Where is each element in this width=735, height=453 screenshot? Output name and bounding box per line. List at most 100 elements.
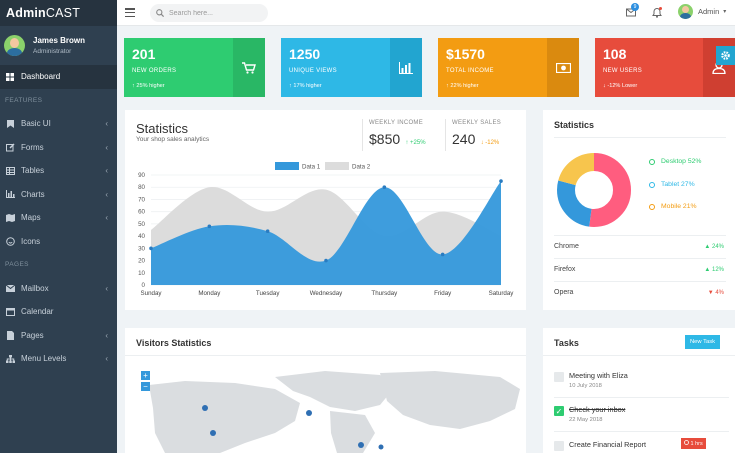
task-checkbox[interactable] xyxy=(554,372,564,382)
sidebar-item-label: Tables xyxy=(21,166,45,176)
x-tick-label: Tuesday xyxy=(256,290,280,297)
series-area-data-1 xyxy=(151,181,501,285)
browser-row-chrome: Chrome ▲ 24% xyxy=(554,243,724,250)
x-tick-label: Saturday xyxy=(489,290,515,297)
task-title: Meeting with Eliza xyxy=(569,371,628,380)
map-marker[interactable] xyxy=(202,405,208,411)
map-marker[interactable] xyxy=(378,444,384,450)
admin-avatar xyxy=(678,4,693,19)
notifications-button[interactable] xyxy=(652,7,663,18)
mail-badge: 9 xyxy=(631,3,639,11)
data-point xyxy=(324,258,328,263)
stat-value: 1250 xyxy=(289,46,321,62)
sidebar-item-dashboard[interactable]: Dashboard xyxy=(0,65,117,89)
sidebar-item-charts[interactable]: Charts ‹ xyxy=(0,183,117,207)
zoom-in-button[interactable]: + xyxy=(141,371,150,380)
kpi-value: $850 xyxy=(369,131,401,147)
circle-icon xyxy=(649,181,655,188)
chevron-left-icon: ‹ xyxy=(105,354,108,364)
map-marker[interactable] xyxy=(358,442,364,448)
brand-logo[interactable]: AdminCAST xyxy=(0,0,117,26)
y-tick-label: 50 xyxy=(138,221,145,228)
y-tick-label: 10 xyxy=(138,270,145,277)
sidebar-item-menu-levels[interactable]: Menu Levels ‹ xyxy=(0,347,117,371)
stat-change: ↑ 22% higher xyxy=(446,83,479,89)
task-checkbox-checked[interactable]: ✓ xyxy=(554,406,564,416)
browser-row-firefox: Firefox ▲ 12% xyxy=(554,266,724,273)
sidebar-item-mailbox[interactable]: Mailbox ‹ xyxy=(0,277,117,301)
sidebar-item-maps[interactable]: Maps ‹ xyxy=(0,206,117,230)
envelope-icon xyxy=(5,283,15,293)
chevron-left-icon: ‹ xyxy=(105,330,108,340)
money-icon xyxy=(547,38,579,97)
legend-label: Mobile 21% xyxy=(661,203,697,210)
divider xyxy=(554,281,726,282)
sidebar-item-label: Forms xyxy=(21,142,44,152)
sidebar-item-label: Maps xyxy=(21,213,41,223)
settings-gear-button[interactable] xyxy=(716,46,735,65)
stat-card-income: $1570 TOTAL INCOME ↑ 22% higher xyxy=(438,38,579,97)
mail-button[interactable]: 9 xyxy=(626,3,639,18)
data-point xyxy=(499,179,503,183)
y-tick-label: 60 xyxy=(138,209,145,216)
search-box xyxy=(150,4,268,22)
sidebar-nav: Dashboard FEATURES Basic UI ‹ Forms ‹ Ta… xyxy=(0,65,117,371)
device-donut-chart xyxy=(557,153,631,227)
map-marker[interactable] xyxy=(306,410,312,416)
new-task-button[interactable]: New Task xyxy=(685,335,721,349)
kpi-change: ↑ +25% xyxy=(405,140,426,146)
divider xyxy=(554,235,726,236)
admin-menu[interactable]: Admin ▾ xyxy=(678,4,726,19)
sidebar-item-icons[interactable]: Icons xyxy=(0,230,117,254)
task-date: 22 May 2018 xyxy=(569,417,603,423)
user-panel: James Brown Administrator xyxy=(0,26,117,65)
clock-icon xyxy=(684,440,689,445)
statistics-panel: Statistics Your shop sales analytics WEE… xyxy=(125,110,526,310)
task-checkbox[interactable] xyxy=(554,441,564,451)
task-date: 10 July 2018 xyxy=(569,383,602,389)
topbar: 9 Admin ▾ xyxy=(117,0,735,26)
y-tick-label: 70 xyxy=(138,196,145,203)
world-map[interactable] xyxy=(125,363,526,453)
legend-swatch xyxy=(275,162,299,170)
file-icon xyxy=(5,330,15,340)
menu-toggle-icon[interactable] xyxy=(125,8,135,17)
chevron-left-icon: ‹ xyxy=(105,189,108,199)
nav-section-features: FEATURES xyxy=(5,96,43,104)
legend-label: Desktop 52% xyxy=(661,158,702,165)
smile-icon xyxy=(5,236,15,246)
y-tick-label: 90 xyxy=(138,172,145,179)
stat-value: 201 xyxy=(132,46,156,62)
bar-chart-icon xyxy=(5,189,15,199)
chevron-down-icon: ▾ xyxy=(723,9,727,15)
stat-label: UNIQUE VIEWS xyxy=(289,68,337,74)
stat-change: ↑ 25% higher xyxy=(132,83,165,89)
task-time-badge: 1 hrs xyxy=(681,438,706,449)
data-point xyxy=(149,246,153,251)
divider xyxy=(445,119,446,151)
bookmark-icon xyxy=(5,119,15,129)
sidebar-item-calendar[interactable]: Calendar xyxy=(0,300,117,324)
visitors-statistics-panel: Visitors Statistics + − xyxy=(125,328,526,453)
zoom-out-button[interactable]: − xyxy=(141,382,150,391)
divider xyxy=(362,119,363,151)
chevron-left-icon: ‹ xyxy=(105,283,108,293)
sidebar-item-pages[interactable]: Pages ‹ xyxy=(0,324,117,348)
search-input[interactable] xyxy=(169,9,259,17)
sidebar-item-label: Icons xyxy=(21,236,41,246)
x-tick-label: Sunday xyxy=(141,290,163,297)
sidebar-item-basic-ui[interactable]: Basic UI ‹ xyxy=(0,112,117,136)
y-tick-label: 80 xyxy=(138,184,145,191)
map-marker[interactable] xyxy=(210,430,216,436)
panel-title: Statistics xyxy=(136,121,189,136)
sidebar-item-tables[interactable]: Tables ‹ xyxy=(0,159,117,183)
browser-change: ▼ 4% xyxy=(707,290,724,296)
data-point xyxy=(440,252,445,257)
browser-change: ▲ 12% xyxy=(704,267,724,273)
stat-change: ↑ 17% higher xyxy=(289,83,322,89)
sidebar-item-forms[interactable]: Forms ‹ xyxy=(0,136,117,160)
stat-value: 108 xyxy=(603,46,627,62)
area-chart: 0 10 20 30 40 50 60 70 80 90 Sunday Monday Tuesday We… xyxy=(138,162,515,297)
legend-label: Data 2 xyxy=(352,164,371,171)
sidebar-item-label: Pages xyxy=(21,330,44,340)
